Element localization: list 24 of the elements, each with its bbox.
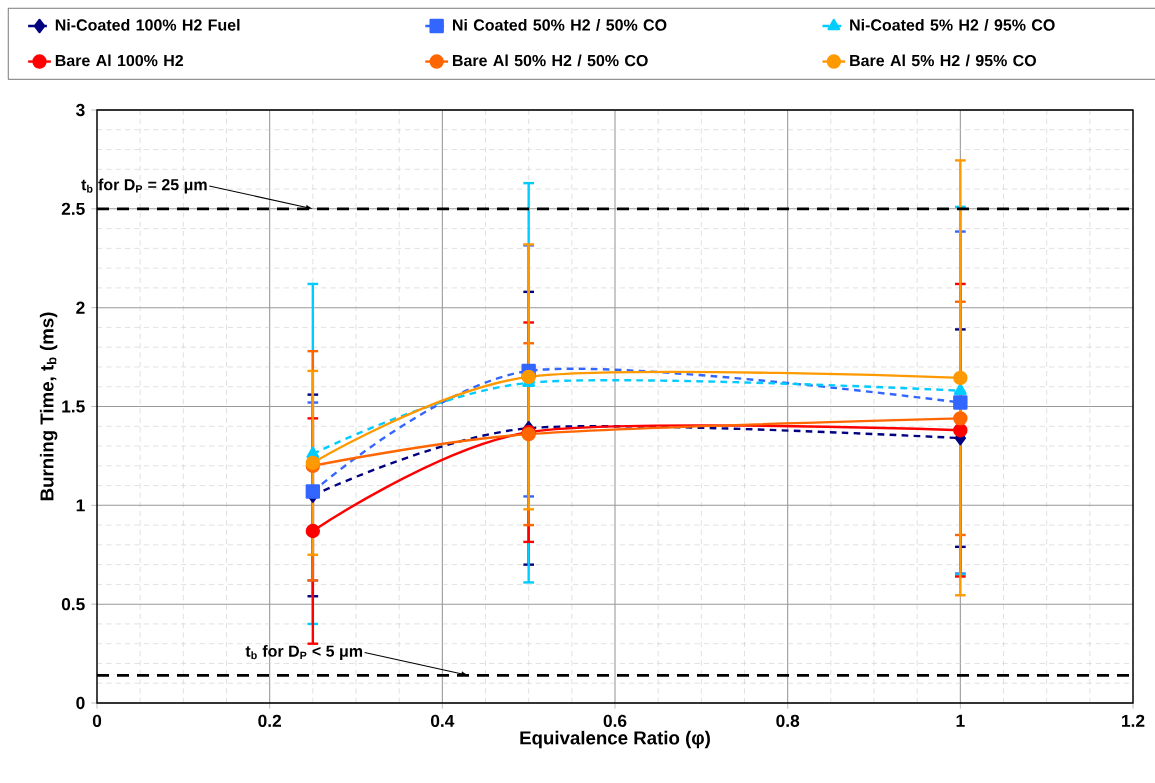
x-tick-label: 0.6	[603, 714, 627, 728]
y-tick-label: 3	[76, 103, 85, 117]
legend-label: Ni Coated 50% H2 / 50% CO	[452, 18, 667, 31]
x-tick-label: 0.4	[430, 714, 455, 728]
y-axis-title: Burning Time, t$_{b}$ (ms)	[39, 312, 58, 501]
y-tick-label: 0.5	[61, 598, 85, 611]
x-tick-label: 1	[956, 714, 965, 727]
y-tick-label: 0	[76, 696, 85, 710]
legend-label: Ni-Coated 5% H2 / 95% CO	[850, 18, 1055, 31]
y-tick-label: 2	[76, 301, 85, 314]
y-tick-label: 1	[76, 499, 85, 512]
x-axis-title: Equivalence Ratio (φ)	[520, 730, 710, 749]
y-tick-label: 2.5	[61, 202, 85, 215]
x-tick-label: 0	[92, 714, 102, 728]
legend-label: Ni-Coated 100% H2 Fuel	[55, 18, 240, 31]
x-tick-label: 1.2	[1122, 714, 1145, 727]
legend-label: Bare Al 5% H2 / 95% CO	[850, 54, 1036, 67]
annotation: t$_{b}$ for D$_{P}$ < 5 μm	[245, 645, 363, 660]
x-tick-label: 0.8	[776, 714, 800, 728]
legend-label: Bare Al 50% H2 / 50% CO	[452, 54, 648, 67]
x-tick-label: 0.2	[258, 714, 282, 728]
legend-label: Bare Al 100% H2	[55, 54, 184, 67]
y-tick-label: 1.5	[62, 400, 85, 413]
annotation: t$_{b}$ for D$_{P}$ = 25 μm	[81, 178, 207, 194]
